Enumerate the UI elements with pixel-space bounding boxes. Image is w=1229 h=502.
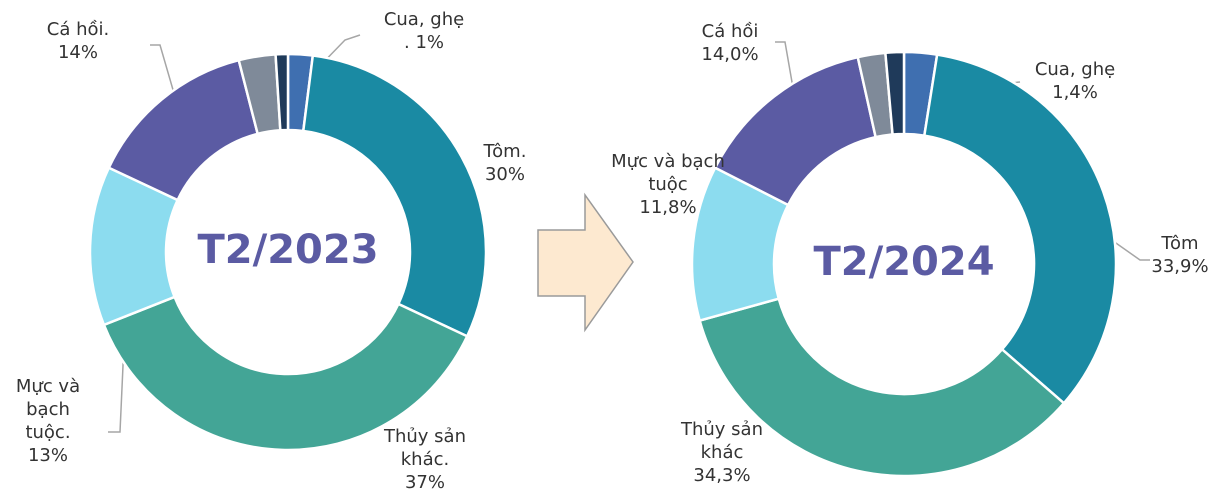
category-label: Mực và bạch tuộc xyxy=(611,151,725,195)
arrow xyxy=(537,192,634,333)
slice-label: Tôm. 30% xyxy=(460,140,550,186)
value-label: 11,8% xyxy=(639,197,697,218)
slice-label: Tôm 33,9% xyxy=(1135,232,1225,278)
category-label: Cua, ghẹ xyxy=(1034,59,1116,80)
slice xyxy=(301,54,488,338)
value-label: 14% xyxy=(57,42,98,63)
slice xyxy=(107,58,260,202)
slice-label: Thủy sản khác 34,3% xyxy=(672,418,772,487)
category-label: Cá hồi xyxy=(701,21,759,42)
slice xyxy=(102,295,469,452)
category-label: Tôm xyxy=(1161,233,1199,254)
center-title: T2/2024 xyxy=(813,239,994,285)
value-label: 13% xyxy=(27,445,68,466)
category-label: Mực và bạch tuộc. xyxy=(15,376,81,443)
value-label: 14,0% xyxy=(701,44,759,65)
slice-label: Cua, ghẹ 1,4% xyxy=(1020,58,1130,104)
slice-label: Cua, ghẹ. 1% xyxy=(369,8,479,54)
slice-label: Cá hồi. 14% xyxy=(33,18,123,64)
value-label: 34,3% xyxy=(693,465,751,486)
category-label: Tôm. xyxy=(483,141,527,162)
value-label: 30% xyxy=(484,164,525,185)
slice-label: Mực và bạch tuộc. 13% xyxy=(13,375,83,467)
category-label: Cá hồi. xyxy=(46,19,110,40)
center-title: T2/2023 xyxy=(197,227,378,273)
value-label: 37% xyxy=(404,472,445,493)
slice-label: Thủy sản khác. 37% xyxy=(375,425,475,494)
slice xyxy=(884,50,906,136)
category-label: Thủy sản khác. xyxy=(383,426,466,470)
value-label: 1,4% xyxy=(1052,82,1098,103)
slice xyxy=(274,52,290,132)
slice xyxy=(922,53,1118,405)
value-label: . 1% xyxy=(404,32,444,53)
slice-label: Cá hồi 14,0% xyxy=(680,20,780,66)
slice-label: Mực và bạch tuộc 11,8% xyxy=(593,150,743,219)
category-label: Cua, ghẹ xyxy=(383,9,465,30)
category-label: Thủy sản khác xyxy=(680,419,763,463)
value-label: 33,9% xyxy=(1151,256,1209,277)
slice xyxy=(698,297,1066,478)
